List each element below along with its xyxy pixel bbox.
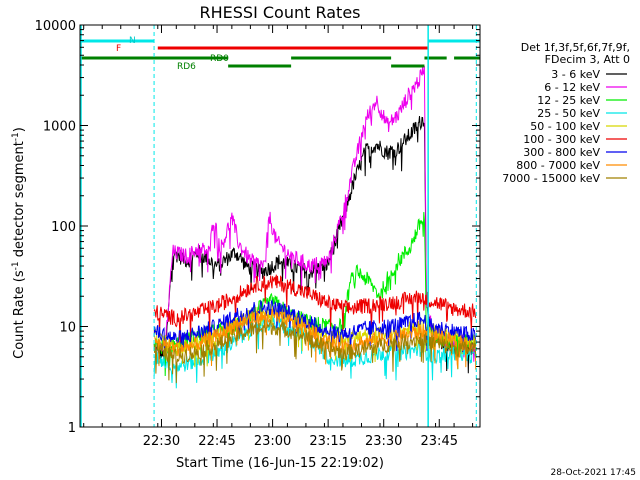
y-tick-label: 100 bbox=[51, 220, 76, 235]
legend-header-2: FDecim 3, Att 0 bbox=[545, 53, 630, 66]
legend-label: 50 - 100 keV bbox=[530, 120, 600, 133]
series-line bbox=[153, 298, 477, 355]
legend-label: 300 - 800 keV bbox=[523, 146, 600, 159]
attenuator-state-bars bbox=[80, 25, 480, 427]
series-line bbox=[153, 274, 477, 343]
x-axis: 22:30 22:45 23:00 23:15 23:30 23:45 bbox=[83, 25, 474, 449]
state-label-n: N bbox=[129, 36, 136, 46]
series-line bbox=[153, 319, 477, 384]
chart-title: RHESSI Count Rates bbox=[200, 3, 361, 22]
date-stamp: 28-Oct-2021 17:45 bbox=[551, 468, 636, 478]
x-tick-label: 23:00 bbox=[254, 434, 291, 449]
legend-label: 800 - 7000 keV bbox=[516, 159, 600, 172]
series-layer bbox=[153, 66, 477, 389]
y-axis: 1 10 100 1000 10000 bbox=[35, 19, 480, 436]
legend-label: 6 - 12 keV bbox=[544, 81, 600, 94]
legend-header-1: Det 1f,3f,5f,6f,7f,9f, bbox=[521, 41, 630, 54]
x-tick-label: 23:30 bbox=[365, 434, 402, 449]
y-tick-label: 10 bbox=[59, 321, 76, 336]
x-tick-label: 23:15 bbox=[309, 434, 346, 449]
x-axis-label: Start Time (16-Jun-15 22:19:02) bbox=[176, 456, 384, 471]
x-tick-label: 22:30 bbox=[143, 434, 180, 449]
y-axis-label: Count Rate (s-1 detector segment-1) bbox=[11, 127, 27, 359]
legend-label: 7000 - 15000 keV bbox=[502, 172, 600, 185]
legend-label: 3 - 6 keV bbox=[551, 68, 600, 81]
state-label-rd0: RD0 bbox=[210, 54, 229, 64]
y-tick-label: 1000 bbox=[43, 120, 76, 135]
svg-text:Count Rate (s-1 detector segme: Count Rate (s-1 detector segment-1) bbox=[11, 127, 27, 359]
x-tick-label: 23:45 bbox=[421, 434, 458, 449]
series-line bbox=[153, 66, 477, 362]
legend-label: 12 - 25 keV bbox=[537, 94, 600, 107]
y-tick-label: 10000 bbox=[35, 19, 76, 34]
legend-label: 100 - 300 keV bbox=[523, 133, 600, 146]
x-tick-label: 22:45 bbox=[198, 434, 235, 449]
state-label-rd6: RD6 bbox=[177, 62, 196, 72]
state-label-f: F bbox=[116, 44, 121, 54]
y-tick-label: 1 bbox=[68, 421, 76, 436]
legend: Det 1f,3f,5f,6f,7f,9f, FDecim 3, Att 0 3… bbox=[502, 41, 630, 185]
legend-label: 25 - 50 keV bbox=[537, 107, 600, 120]
